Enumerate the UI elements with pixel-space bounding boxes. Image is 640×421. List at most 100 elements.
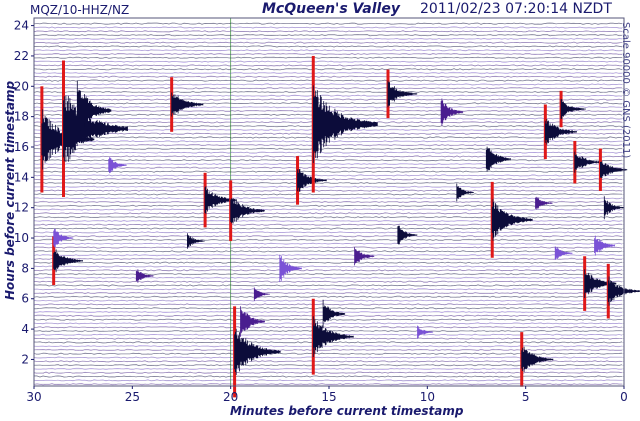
event-waveform xyxy=(607,276,640,306)
seismic-event xyxy=(279,254,302,283)
event-waveform xyxy=(574,151,602,173)
seismic-event xyxy=(229,180,265,242)
event-waveform xyxy=(544,119,577,145)
event-waveform xyxy=(187,233,205,249)
trace-line xyxy=(33,37,623,41)
trace-line xyxy=(33,52,623,56)
seismic-event xyxy=(240,306,265,337)
trace-line xyxy=(33,162,623,166)
seismic-event xyxy=(322,299,346,329)
event-waveform xyxy=(53,228,74,248)
trace-line xyxy=(33,41,623,44)
trace-line xyxy=(33,94,623,97)
y-axis-label: Hours before current timestamp xyxy=(3,80,17,300)
trace-line xyxy=(33,98,623,101)
event-waveform xyxy=(312,85,378,163)
station-title: McQueen's Valley xyxy=(262,1,400,17)
seismic-event xyxy=(603,196,624,220)
trace-line xyxy=(33,204,623,207)
seismic-event xyxy=(598,148,628,191)
seismic-event xyxy=(53,228,74,248)
scale-credit: Scale 90000 © GNS (2011) xyxy=(620,22,631,159)
trace-line xyxy=(33,265,623,268)
trace-line xyxy=(33,379,622,382)
y-tick-label: 16 xyxy=(14,140,29,154)
trace-line xyxy=(33,109,623,113)
event-waveform xyxy=(594,235,615,256)
seismic-event xyxy=(187,233,205,249)
trace-line xyxy=(33,291,623,295)
trace-line xyxy=(33,22,623,25)
event-waveform xyxy=(521,346,554,373)
x-axis-ticks: 30 25 20 15 10 5 0 xyxy=(26,386,628,404)
event-waveform xyxy=(279,254,302,283)
event-waveform xyxy=(554,246,573,260)
y-tick-label: 18 xyxy=(14,110,29,124)
trace-line xyxy=(33,49,623,52)
event-waveform xyxy=(312,316,354,357)
event-waveform xyxy=(108,157,127,174)
x-tick-label: 20 xyxy=(223,390,238,404)
x-tick-label: 15 xyxy=(321,390,336,404)
trace-line xyxy=(33,212,623,215)
trace-line xyxy=(33,329,623,333)
trace-line xyxy=(33,242,623,245)
seismic-event xyxy=(535,196,553,210)
seismic-event xyxy=(76,80,112,141)
event-waveform xyxy=(63,95,128,163)
seismic-event xyxy=(233,306,281,398)
trace-line xyxy=(33,79,623,82)
event-waveform xyxy=(387,80,418,108)
trace-line xyxy=(33,234,623,238)
trace-line xyxy=(33,170,623,173)
event-waveform xyxy=(456,183,474,202)
event-waveform xyxy=(76,80,112,141)
trace-line xyxy=(33,295,623,298)
seismic-event xyxy=(52,236,83,286)
seismic-event xyxy=(559,90,586,128)
trace-line xyxy=(33,87,623,90)
trace-line xyxy=(33,326,623,329)
event-waveform xyxy=(417,325,434,339)
trace-line xyxy=(33,231,623,234)
trace-line xyxy=(33,200,623,204)
trace-line xyxy=(33,174,623,177)
trace-line xyxy=(33,299,623,302)
trace-line xyxy=(33,178,623,181)
trace-line xyxy=(33,216,623,219)
trace-line xyxy=(33,345,623,348)
y-tick-label: 8 xyxy=(21,261,29,275)
trace-line xyxy=(33,45,623,48)
x-tick-label: 0 xyxy=(620,390,628,404)
seismic-event xyxy=(296,156,327,205)
trace-line xyxy=(33,197,623,200)
trace-line xyxy=(33,227,623,230)
trace-line xyxy=(33,30,623,33)
y-tick-label: 10 xyxy=(14,231,29,245)
trace-line xyxy=(33,276,623,280)
trace-line xyxy=(33,193,623,196)
trace-line xyxy=(33,166,622,169)
trace-line xyxy=(33,64,623,67)
seismic-event xyxy=(573,140,602,184)
trace-line xyxy=(33,375,623,378)
trace-line xyxy=(33,147,623,151)
trace-line xyxy=(33,382,623,386)
event-waveform xyxy=(354,247,375,266)
y-tick-label: 14 xyxy=(14,170,29,184)
trace-line xyxy=(33,261,623,264)
trace-line xyxy=(33,159,623,162)
seismic-event xyxy=(490,181,533,258)
seismic-event xyxy=(417,325,434,339)
y-tick-label: 2 xyxy=(21,352,29,366)
seismic-event xyxy=(606,263,640,319)
trace-line xyxy=(33,181,623,185)
trace-line xyxy=(33,219,623,223)
x-tick-label: 10 xyxy=(420,390,435,404)
event-waveform xyxy=(397,225,418,245)
trace-line xyxy=(33,189,623,192)
trace-line xyxy=(33,246,623,249)
event-waveform xyxy=(603,196,624,220)
